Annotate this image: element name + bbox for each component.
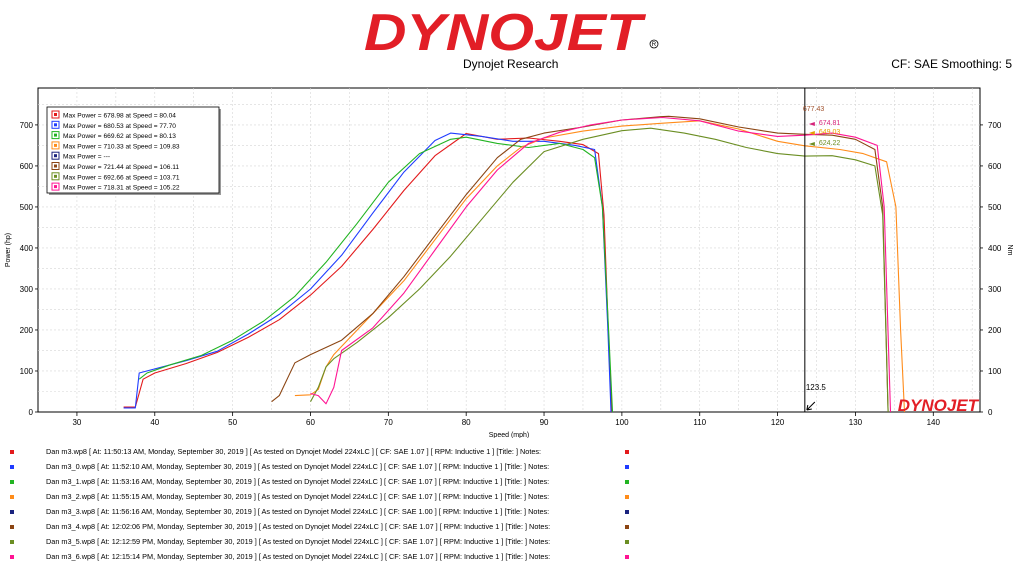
x-tick-label: 110 [693,418,706,427]
y-tick-label: 400 [20,244,34,253]
x-tick-label: 80 [462,418,471,427]
power-chart: 30 40 50 60 70 80 90 100 110 120 130 140 0 0 100 100 200… [5,87,1013,438]
run-file-text: Dan m3_6.wp8 [ At: 12:15:14 PM, Monday, … [46,552,551,561]
series-line [310,116,892,413]
y2-tick-label: 300 [988,285,1002,294]
legend-entry: Max Power = 718.31 at Speed = 105.22 [63,185,180,192]
x-tick-label: 60 [306,418,315,427]
x-tick-label: 120 [771,418,785,427]
run-color-marker-right [625,480,629,484]
run-file-text: Dan m3_2.wp8 [ At: 11:55:15 AM, Monday, … [46,492,550,501]
legend-entry: Max Power = 710.33 at Speed = 109.83 [63,143,180,150]
y2-tick-label: 0 [988,408,993,417]
run-color-marker-right [625,450,629,454]
legend-swatch-fill [54,185,57,189]
legend-box [46,106,220,194]
y-tick-label: 0 [29,408,34,417]
x-tick-label: 130 [849,418,863,427]
cursor-value-label: 677.43 [803,106,825,113]
run-color-marker [10,510,14,514]
run-file-text: Dan m3_4.wp8 [ At: 12:02:06 PM, Monday, … [46,522,551,531]
cursor: 123.5 677.43 674.81 649.03 624.22 DYNOJET [803,88,980,415]
y2-tick-label: 100 [988,367,1002,376]
run-color-marker-right [625,495,629,499]
legend-entry: Max Power = 678.98 at Speed = 80.04 [63,113,176,120]
cursor-value-label: 624.22 [819,140,841,147]
cursor-speed-label: 123.5 [806,383,827,392]
run-color-marker [10,495,14,499]
run-color-marker-right [625,465,629,469]
series-lines [123,115,906,413]
y-tick-label: 500 [20,203,34,212]
legend-swatch-fill [54,113,57,116]
axes: 30 40 50 60 70 80 90 100 110 120 130 140 0 0 100 100 200… [5,121,1013,438]
y2-tick-label: 600 [988,162,1002,171]
x-tick-label: 100 [615,418,629,427]
run-color-marker [10,540,14,544]
run-color-marker [10,450,14,454]
y-tick-label: 100 [20,367,34,376]
cursor-marker-icon [808,131,815,135]
x-tick-label: 90 [540,418,549,427]
run-color-marker [10,465,14,469]
registered-mark-icon [649,39,659,49]
legend-entry: Max Power = 680.53 at Speed = 77.70 [63,123,176,130]
legend-swatch-fill [54,174,57,178]
run-color-marker [10,525,14,529]
registered-mark-icon-r: R [652,42,657,48]
run-file-text: Dan m3_0.wp8 [ At: 11:52:10 AM, Monday, … [46,462,550,471]
series-line [138,136,614,413]
report-subtitle: Dynojet Research [463,57,559,71]
legend-swatch-fill [54,143,57,147]
y2-axis-title: Nm [1006,245,1013,256]
x-tick-label: 50 [228,418,237,427]
x-tick-label: 30 [72,418,81,427]
series-line [271,115,889,413]
x-axis-title: Speed (mph) [489,432,529,438]
series-line [310,127,889,413]
x-tick-label: 70 [384,418,393,427]
y2-tick-label: 400 [988,244,1002,253]
run-color-marker-right [625,525,629,529]
legend-entry: Max Power = 669.62 at Speed = 80.13 [63,133,176,140]
run-color-marker-right [625,540,629,544]
legend-swatch-fill [54,133,57,137]
y-tick-label: 600 [20,162,34,171]
y2-tick-label: 500 [988,203,1002,212]
cursor-marker-icon [808,122,815,126]
y-tick-label: 200 [20,326,34,335]
cursor-arrow-icon [806,401,816,411]
legend-entry: Max Power = 721.44 at Speed = 106.11 [63,164,179,171]
y2-tick-label: 200 [988,326,1002,335]
cursor-value-label: 674.81 [819,120,841,127]
run-color-marker [10,555,14,559]
cursor-marker-icon [808,142,815,146]
x-tick-label: 40 [150,418,159,427]
legend-swatch-fill [54,154,57,158]
run-color-marker [10,480,14,484]
run-file-text: Dan m3_5.wp8 [ At: 12:12:59 PM, Monday, … [46,537,551,546]
cf-smoothing-info: CF: SAE Smoothing: 5 [891,57,1012,71]
legend-entry: Max Power = --- [63,154,110,161]
brand-logo-text: DYNOJET [364,6,647,58]
run-file-text: Dan m3_3.wp8 [ At: 11:56:16 AM, Monday, … [46,507,550,516]
y2-tick-label: 700 [988,121,1002,130]
legend-swatch-fill [54,164,57,168]
legend-entry: Max Power = 692.66 at Speed = 103.71 [63,174,180,181]
run-file-text: Dan m3_1.wp8 [ At: 11:53:16 AM, Monday, … [46,477,550,486]
y-tick-label: 300 [20,285,34,294]
chart-legend: Max Power = 678.98 at Speed = 80.04 Max P… [46,106,221,195]
run-color-marker-right [625,555,629,559]
run-file-text: Dan m3.wp8 [ At: 11:50:13 AM, Monday, Se… [46,447,542,456]
y-tick-label: 700 [20,121,34,130]
y-axis-title: Power (hp) [5,233,12,267]
x-tick-label: 140 [927,418,941,427]
run-color-marker-right [625,510,629,514]
cursor-value-label: 649.03 [819,129,841,136]
dynojet-logo: DYNOJET R [364,6,659,58]
dynojet-watermark: DYNOJET [898,396,980,415]
series-line [294,120,906,413]
legend-swatch-fill [54,123,57,127]
